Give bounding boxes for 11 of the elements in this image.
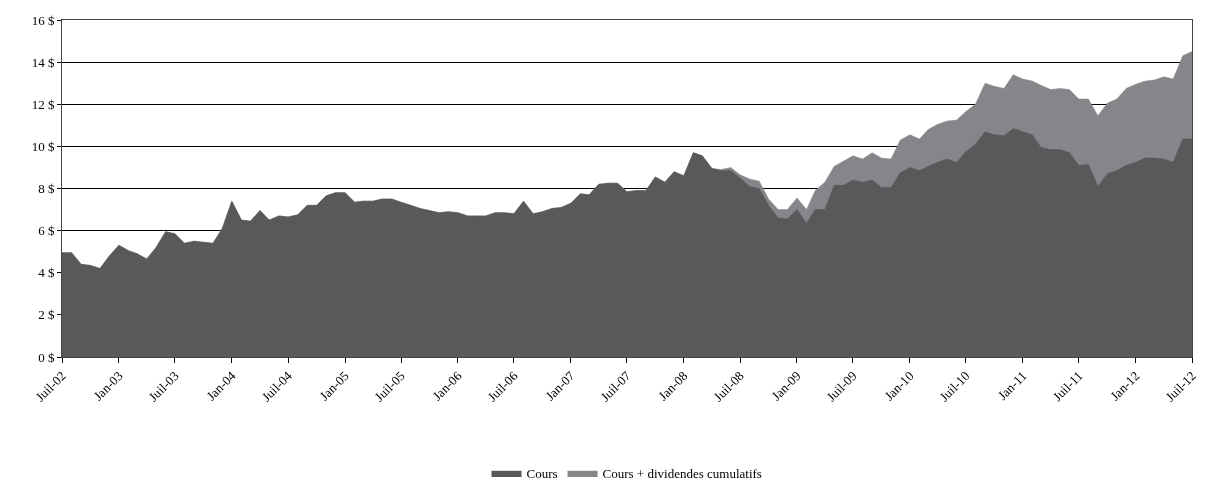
y-tick-label: 14 $ [31,54,55,70]
y-tick-label: 4 $ [38,265,55,281]
y-tick-label: 8 $ [38,181,55,197]
y-tick-label: 10 $ [31,138,55,154]
y-tick-label: 2 $ [38,307,55,323]
legend-label: Cours [526,466,558,482]
legend-label: Cours + dividendes cumulatifs [602,466,762,482]
y-tick-label: 6 $ [38,223,55,239]
y-tick-label: 16 $ [31,12,55,28]
y-tick-label: 12 $ [31,96,55,112]
y-tick-label: 0 $ [38,349,55,365]
